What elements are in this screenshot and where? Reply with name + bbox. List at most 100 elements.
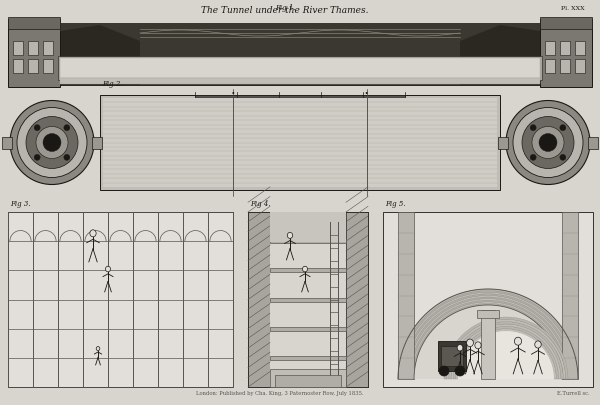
Ellipse shape [10,101,94,185]
Bar [270,369,346,387]
Bar [270,213,346,243]
Polygon shape [404,296,572,379]
Bar [8,24,592,86]
Bar [560,42,570,56]
Bar [398,213,414,379]
Bar [560,60,570,74]
Ellipse shape [106,266,110,272]
Bar [248,213,270,387]
Ellipse shape [43,134,61,152]
Text: Fig 2.: Fig 2. [102,80,122,88]
Polygon shape [401,292,575,379]
Bar [545,42,555,56]
Text: Fig 4.: Fig 4. [250,200,271,207]
Polygon shape [455,329,556,379]
Ellipse shape [365,93,368,95]
Ellipse shape [455,366,465,376]
Ellipse shape [232,93,235,95]
Bar [60,59,540,79]
Bar [92,137,102,149]
Bar [28,60,38,74]
Polygon shape [403,294,573,379]
Ellipse shape [522,117,574,169]
Bar [13,42,23,56]
Ellipse shape [535,341,541,348]
Bar [8,20,60,88]
Bar [481,310,495,379]
Ellipse shape [513,108,583,178]
Polygon shape [460,24,540,42]
Ellipse shape [439,366,449,376]
Text: E.Turrell sc.: E.Turrell sc. [557,390,590,395]
Ellipse shape [287,233,293,239]
Polygon shape [406,297,570,379]
Bar [270,327,346,331]
Text: Fig 3.: Fig 3. [10,200,31,207]
Text: Fig 5.: Fig 5. [385,200,406,207]
Polygon shape [409,301,567,379]
Bar [441,346,463,366]
Ellipse shape [475,342,481,349]
Ellipse shape [64,125,70,131]
Bar [58,57,542,81]
Bar [13,60,23,74]
Polygon shape [412,304,563,379]
Bar [383,213,593,387]
Bar [346,213,368,387]
Ellipse shape [17,108,87,178]
Ellipse shape [457,345,463,351]
Polygon shape [407,299,568,379]
Polygon shape [446,320,566,379]
Bar [100,96,500,190]
Bar [103,99,497,188]
Bar [60,79,540,85]
Text: Pl. XXX: Pl. XXX [562,6,585,11]
Polygon shape [400,291,577,379]
Bar [43,42,53,56]
Bar [275,375,341,387]
Bar [588,137,598,149]
Polygon shape [411,302,565,379]
Ellipse shape [34,125,40,131]
Ellipse shape [36,127,68,159]
Bar [540,20,592,88]
Bar [562,213,578,379]
Polygon shape [454,326,559,379]
Bar [140,24,460,86]
Ellipse shape [467,339,473,347]
Polygon shape [458,331,554,379]
Bar [545,60,555,74]
Bar [8,18,60,30]
Bar [8,213,233,387]
Bar [2,137,12,149]
Ellipse shape [302,266,308,272]
Polygon shape [60,24,140,42]
Bar [248,213,368,387]
Bar [270,213,346,387]
Ellipse shape [532,127,564,159]
Bar [43,60,53,74]
Bar [477,310,499,318]
Ellipse shape [96,347,100,351]
Bar [575,60,585,74]
Text: Fig 1.: Fig 1. [275,4,295,12]
Bar [270,240,346,243]
Bar [270,356,346,360]
Ellipse shape [26,117,78,169]
Ellipse shape [34,155,40,161]
Polygon shape [444,317,568,379]
Ellipse shape [539,134,557,152]
Ellipse shape [560,125,566,131]
Bar [498,137,508,149]
Polygon shape [449,322,563,379]
Ellipse shape [90,230,96,237]
Bar [540,18,592,30]
Ellipse shape [506,101,590,185]
Ellipse shape [514,337,521,345]
Bar [270,298,346,302]
Ellipse shape [64,155,70,161]
Polygon shape [398,289,578,379]
Text: The Tunnel under the River Thames.: The Tunnel under the River Thames. [201,6,369,15]
Bar [438,341,466,371]
Bar [195,96,405,98]
